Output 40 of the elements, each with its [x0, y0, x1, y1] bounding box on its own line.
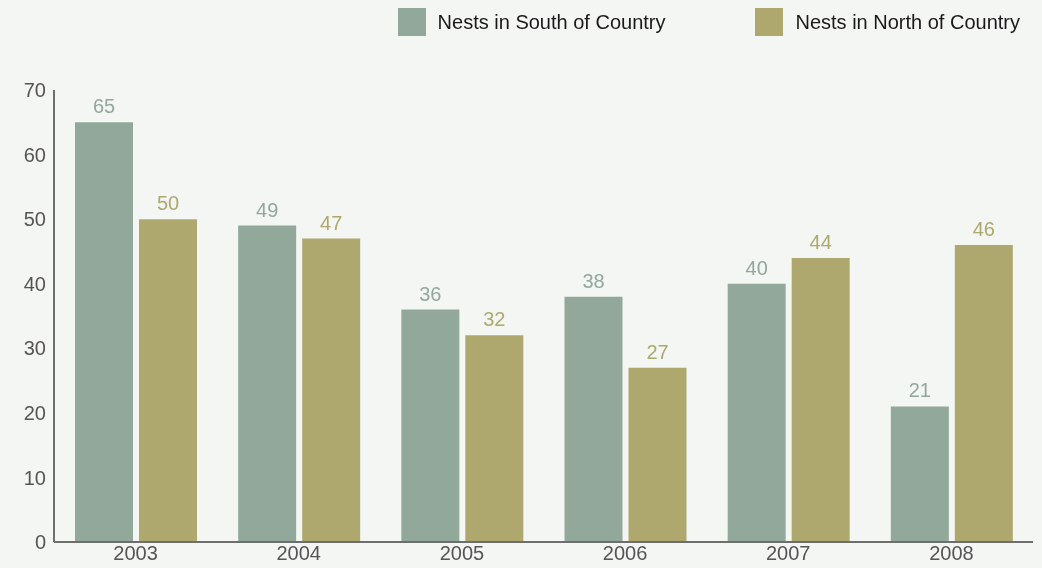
data-label: 47 [320, 211, 343, 234]
data-label: 32 [483, 308, 506, 331]
bar [954, 244, 1013, 542]
y-tick-label: 30 [23, 337, 46, 360]
bar [139, 219, 197, 542]
y-tick-label: 60 [23, 143, 46, 166]
x-tick-label: 2005 [439, 542, 485, 565]
data-label: 46 [972, 217, 995, 240]
bar [465, 335, 524, 542]
bar [302, 238, 361, 542]
data-label: 65 [92, 95, 116, 118]
bar [890, 406, 949, 542]
data-label: 40 [745, 256, 768, 279]
y-tick-label: 70 [23, 79, 46, 102]
y-tick-label: 20 [23, 401, 46, 424]
y-tick-label: 0 [34, 531, 46, 554]
bar [791, 257, 850, 542]
x-tick-label: 2006 [602, 542, 648, 565]
x-tick-label: 2007 [766, 542, 811, 565]
bar [401, 309, 460, 542]
x-tick-label: 2008 [929, 542, 974, 565]
data-label: 36 [419, 282, 442, 305]
bar [238, 225, 297, 542]
data-label: 38 [582, 269, 605, 292]
data-label: 44 [809, 230, 832, 253]
data-label: 49 [256, 198, 279, 221]
y-tick-label: 40 [23, 272, 46, 295]
bar [727, 283, 786, 542]
y-tick-label: 10 [23, 466, 46, 489]
y-tick-label: 50 [23, 208, 46, 231]
bar [75, 122, 133, 542]
x-tick-label: 2003 [113, 542, 158, 565]
legend-label: Nests in North of Country [795, 10, 1020, 34]
x-tick-label: 2004 [276, 542, 321, 565]
legend-label: Nests in South of Country [437, 10, 666, 34]
bar [628, 367, 687, 542]
data-label: 27 [646, 340, 669, 363]
data-label: 21 [908, 379, 931, 402]
data-label: 50 [156, 192, 180, 215]
bar [564, 296, 623, 542]
